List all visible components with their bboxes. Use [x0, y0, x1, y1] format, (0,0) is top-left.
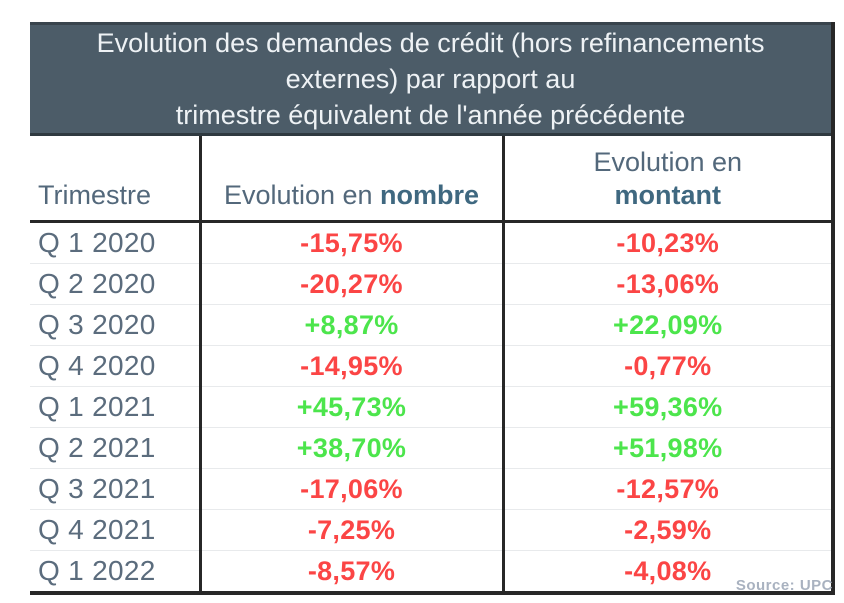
- table-title-line: trimestre équivalent de l'année précéden…: [175, 100, 686, 130]
- montant-value-cell: -10,23%: [503, 221, 836, 264]
- source-caption: Source: UPC: [735, 577, 833, 594]
- table-title-line: Evolution des demandes de crédit (hors r…: [96, 28, 765, 58]
- table-row: Q 1 2021 +45,73% +59,36%: [30, 386, 836, 428]
- quarter-cell: Q 4 2020: [30, 345, 202, 387]
- table-row: Q 2 2021 +38,70% +51,98%: [30, 427, 836, 469]
- montant-value-cell: -2,59%: [503, 509, 836, 551]
- nombre-value-cell: -14,95%: [200, 345, 505, 387]
- table-row: Q 4 2020 -14,95% -0,77%: [30, 345, 836, 387]
- montant-value-cell: +22,09%: [503, 304, 836, 346]
- nombre-value-cell: +45,73%: [200, 386, 505, 428]
- column-header-montant-bold: montant: [614, 180, 721, 210]
- quarter-cell: Q 3 2020: [30, 304, 202, 346]
- column-header-nombre: Evolution en nombre: [200, 134, 505, 223]
- table-row: Q 1 2022 -8,57% -4,08%: [30, 550, 836, 595]
- table-row: Q 3 2020 +8,87% +22,09%: [30, 304, 836, 346]
- montant-value-cell: -13,06%: [503, 263, 836, 305]
- column-header-nombre-prefix: Evolution en: [223, 180, 381, 210]
- montant-value-cell: -0,77%: [503, 345, 836, 387]
- montant-value-cell: +51,98%: [503, 427, 836, 469]
- title-row: Evolution des demandes de crédit (hors r…: [30, 22, 836, 136]
- quarter-cell: Q 1 2021: [30, 386, 202, 428]
- quarter-cell: Q 1 2022: [30, 550, 202, 595]
- column-header-montant-line1: Evolution en: [593, 147, 743, 177]
- column-header-nombre-bold: nombre: [380, 180, 480, 210]
- quarter-cell: Q 3 2021: [30, 468, 202, 510]
- quarter-cell: Q 2 2021: [30, 427, 202, 469]
- quarter-cell: Q 2 2020: [30, 263, 202, 305]
- quarter-cell: Q 4 2021: [30, 509, 202, 551]
- nombre-value-cell: +8,87%: [200, 304, 505, 346]
- montant-value-cell: -4,08%: [503, 550, 836, 595]
- nombre-value-cell: -20,27%: [200, 263, 505, 305]
- column-header-row: Trimestre Evolution en nombre Evolution …: [30, 134, 836, 223]
- nombre-value-cell: -8,57%: [200, 550, 505, 595]
- montant-value-cell: -12,57%: [503, 468, 836, 510]
- table-title: Evolution des demandes de crédit (hors r…: [30, 22, 836, 136]
- column-header-montant: Evolution en montant: [503, 134, 836, 223]
- evolution-table: Evolution des demandes de crédit (hors r…: [30, 22, 836, 595]
- table-title-line: externes) par rapport au: [285, 64, 576, 94]
- table-row: Q 2 2020 -20,27% -13,06%: [30, 263, 836, 305]
- nombre-value-cell: -7,25%: [200, 509, 505, 551]
- montant-value-cell: +59,36%: [503, 386, 836, 428]
- table-row: Q 3 2021 -17,06% -12,57%: [30, 468, 836, 510]
- nombre-value-cell: +38,70%: [200, 427, 505, 469]
- table-row: Q 4 2021 -7,25% -2,59%: [30, 509, 836, 551]
- column-header-trimestre: Trimestre: [30, 134, 202, 223]
- nombre-value-cell: -15,75%: [200, 221, 505, 264]
- nombre-value-cell: -17,06%: [200, 468, 505, 510]
- quarter-cell: Q 1 2020: [30, 221, 202, 264]
- table-row: Q 1 2020 -15,75% -10,23%: [30, 221, 836, 264]
